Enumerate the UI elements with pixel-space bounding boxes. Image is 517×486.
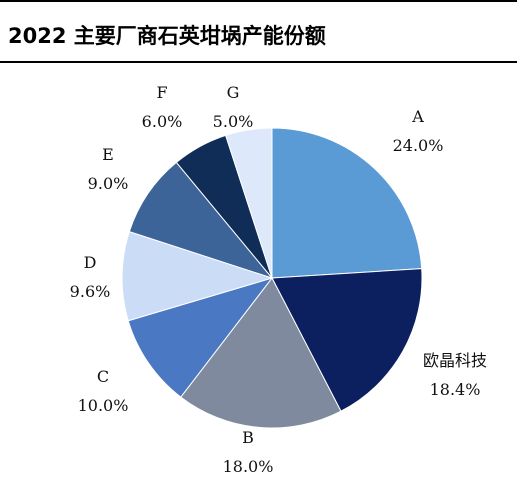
pie-slice-6: [128, 161, 274, 280]
slice-name-label: 欧晶科技: [423, 351, 487, 370]
top-rule: [0, 0, 517, 2]
chart-title: 2022 主要厂商石英坩埚产能份额: [8, 24, 326, 48]
slice-name-label: D: [84, 253, 97, 272]
pie-slice-1: [271, 127, 423, 279]
slice-value-label: 6.0%: [142, 112, 183, 131]
pie-slice-2: [271, 268, 423, 412]
slice-value-label: 10.0%: [78, 396, 129, 415]
slice-value-label: 18.0%: [223, 457, 274, 476]
pie-slice-3: [180, 277, 342, 429]
title-underline: [0, 61, 517, 63]
slice-name-label: F: [156, 83, 167, 102]
slice-name-label: G: [227, 83, 240, 102]
pie-slice-8: [225, 127, 273, 279]
slice-value-label: 24.0%: [393, 136, 444, 155]
pie-slice-5: [121, 231, 274, 322]
slice-name-label: E: [102, 145, 114, 164]
slice-name-label: C: [97, 367, 109, 386]
slice-value-label: 18.4%: [430, 380, 481, 399]
slice-value-label: 9.0%: [88, 174, 129, 193]
slice-value-label: 5.0%: [213, 112, 254, 131]
slice-name-label: A: [411, 107, 424, 126]
slice-name-label: B: [242, 428, 254, 447]
pie-slice-4: [127, 277, 274, 398]
slice-value-label: 9.6%: [70, 282, 111, 301]
